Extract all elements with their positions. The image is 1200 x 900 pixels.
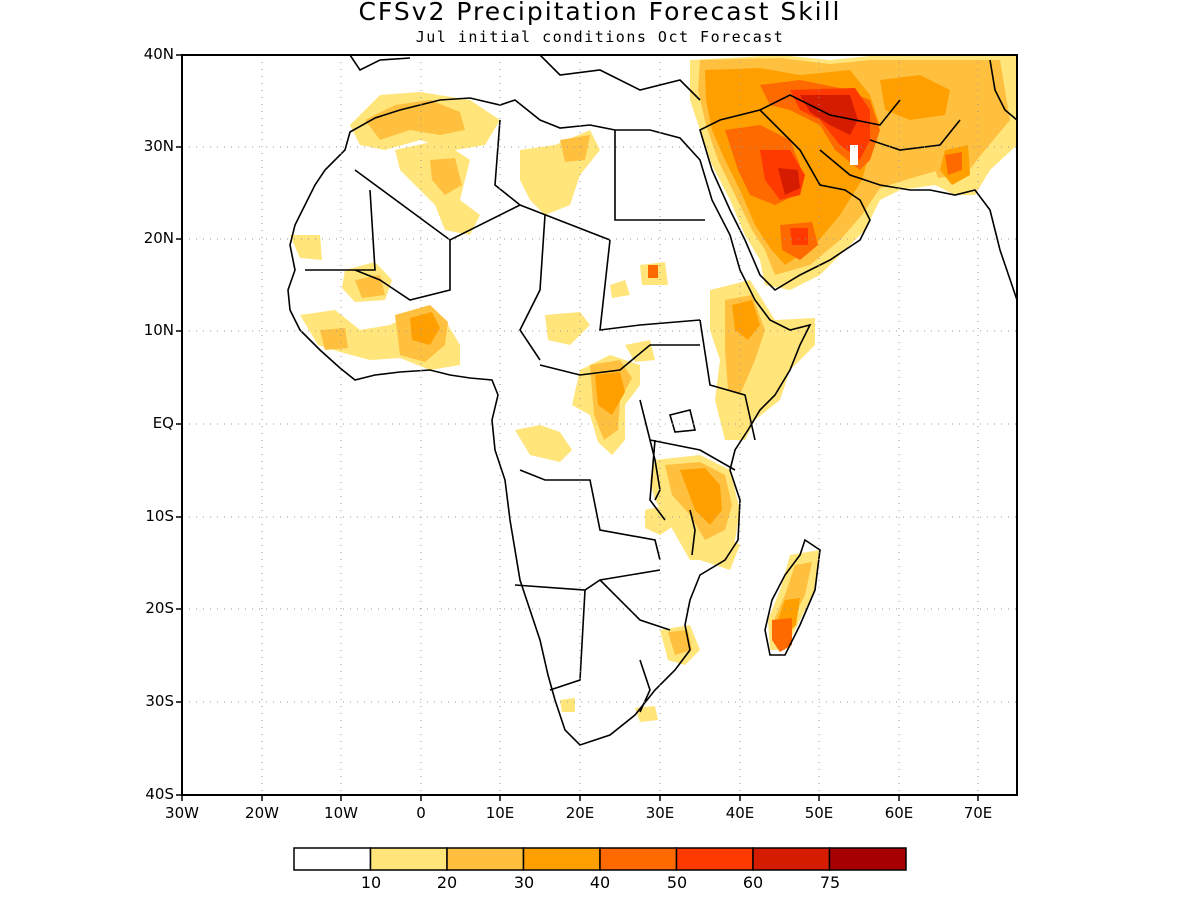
skill-area-cameroon [545,312,590,345]
lat-label: 40S [145,785,174,803]
skill-area-liberia [320,328,348,350]
skill-area-drc-high [595,372,625,415]
colorbar-swatch [675,847,754,871]
lat-label: 20S [145,599,174,617]
grid [182,55,1017,795]
europe-coast [539,55,701,101]
border-16 [639,659,651,713]
skill-area-sahara-mid [430,158,462,195]
border-11 [599,579,671,631]
lat-label: 30S [145,692,174,710]
colorbar-label: 30 [513,873,535,892]
coastlines [287,55,1017,746]
border-8 [519,469,661,561]
lat-label: EQ [152,414,174,432]
border-4 [599,239,701,331]
border-7 [305,189,376,271]
skill-area-tanzania-high [680,468,722,525]
colorbar-label: 75 [819,873,841,892]
skill-area-ethiopia-high [732,300,760,340]
lat-label: 10N [143,321,174,339]
blank-cell [850,145,858,165]
skill-area-cape [560,698,575,712]
border-9 [514,569,661,591]
map-frame [181,54,1018,796]
tick-marks [176,54,979,801]
lat-label: 40N [143,45,174,63]
skill-area-madagascar-red [772,618,792,652]
border-14 [699,319,756,441]
lon-label: 0 [416,804,426,822]
colorbar-swatch [293,847,372,871]
lat-label: 10S [145,507,174,525]
skill-area-south-sudan [625,340,655,362]
border-12 [639,399,736,471]
lat-label: 30N [143,137,174,155]
lon-label: 30E [645,804,675,822]
asia-coastline [819,149,1017,301]
colorbar-label: 60 [742,873,764,892]
colorbar-label: 40 [589,873,611,892]
skill-area-atlas-mid [365,100,465,140]
skill-area-iran-high [880,75,950,120]
border-15 [539,344,700,376]
skill-area-arabia-darkred [778,168,800,195]
border-3 [614,130,705,221]
border-17 [759,94,901,126]
border-2 [494,119,521,206]
chart-subtitle: Jul initial conditions Oct Forecast [415,28,785,46]
colorbar-swatch [446,847,525,871]
skill-area-sa-se [635,706,658,722]
lon-label: 60E [884,804,914,822]
lon-label: 30W [165,804,199,822]
border-5 [519,214,546,361]
skill-area-central-sahara [395,140,480,235]
lake-tanganyika [649,439,661,501]
skill-area-libya-mid [560,135,590,162]
border-18 [869,119,961,151]
lat-label: 20N [143,229,174,247]
skill-area-pakistan-red [945,152,962,175]
skill-area-chad [610,280,630,298]
iberia-coast [349,55,411,72]
colorbar-swatch [752,847,831,871]
africa-coastline [287,97,812,746]
lon-label: 10E [485,804,515,822]
india-coast [989,59,1017,121]
skill-shading [290,55,1017,722]
border-1 [354,169,611,241]
colorbar [293,847,907,871]
skill-area-west-sahel [290,235,322,260]
skill-area-ghana-high [410,312,440,345]
skill-area-south-africa-mid [668,630,692,655]
colorbar-swatch [828,847,907,871]
skill-area-west-africa-mid [355,275,385,298]
colorbar-label: 50 [666,873,688,892]
skill-area-zambia [645,505,675,535]
colorbar-swatch [599,847,678,871]
border-10 [549,589,586,691]
chart-title: CFSv2 Precipitation Forecast Skill [358,0,842,26]
skill-area-congo-w [515,425,572,462]
skill-area-yemen-red [790,228,808,245]
lon-label: 20W [245,804,279,822]
madagascar-coastline [764,538,821,656]
skill-area-mozambique [690,532,740,570]
border-6 [354,240,451,301]
lon-label: 70E [963,804,993,822]
lon-label: 20E [565,804,595,822]
lon-label: 10W [324,804,358,822]
colorbar-label: 10 [360,873,382,892]
border-13 [649,439,666,521]
skill-area-chad-red [648,265,658,278]
lon-label: 40E [725,804,755,822]
lake-malawi [689,509,696,556]
colorbar-label: 20 [436,873,458,892]
lake-victoria [668,409,697,433]
colorbar-swatch [522,847,601,871]
lon-label: 50E [804,804,834,822]
colorbar-swatch [369,847,448,871]
